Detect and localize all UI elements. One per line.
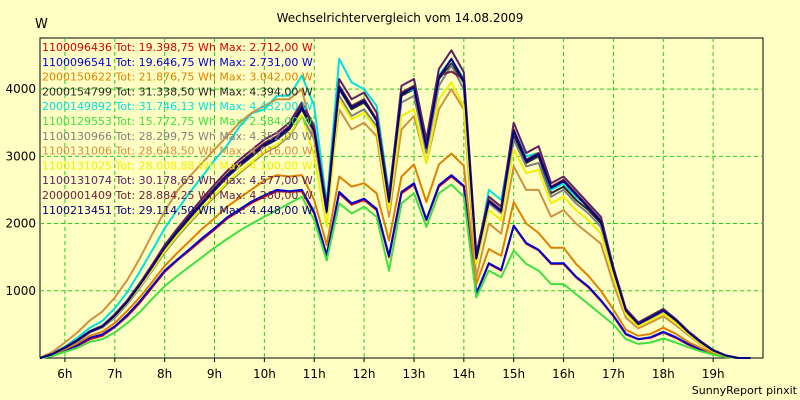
legend-entry: 1100131025 Tot: 28.008,88 Wh Max: 4.100,…: [42, 159, 313, 172]
legend-entry: 2000154799 Tot: 31.338,50 Wh Max: 4.394,…: [42, 85, 313, 98]
x-tick-label: 18h: [652, 367, 675, 381]
x-tick-label: 16h: [552, 367, 575, 381]
x-tick-label: 19h: [702, 367, 725, 381]
y-tick-label: 2000: [5, 217, 36, 231]
series-line-2: [39, 174, 751, 359]
series-line-12: [39, 58, 751, 359]
x-tick-label: 12h: [353, 367, 376, 381]
y-tick-label: 1000: [5, 284, 36, 298]
x-tick-label: 14h: [452, 367, 475, 381]
x-tick-label: 15h: [502, 367, 525, 381]
legend-entry: 1100131006 Tot: 28.648,50 Wh Max: 4.016,…: [42, 145, 313, 158]
footer-credit: SunnyReport pinxit: [692, 384, 798, 397]
x-tick-label: 7h: [107, 367, 122, 381]
legend-entry: 1100131074 Tot: 30.178,63 Wh Max: 4.577,…: [42, 174, 313, 187]
legend-entry: 1100130966 Tot: 28.299,75 Wh Max: 4.352,…: [42, 130, 313, 143]
legend-entry: 2000149892 Tot: 31.746,13 Wh Max: 4.432,…: [42, 100, 313, 113]
legend-entry: 2000001409 Tot: 28.884,25 Wh Max: 4.260,…: [42, 189, 313, 202]
series-layer: [39, 49, 751, 359]
series-line-6: [39, 183, 751, 359]
series-line-3: [39, 152, 751, 359]
x-tick-label: 10h: [253, 367, 276, 381]
legend-entry: 2000150622 Tot: 21.876,75 Wh Max: 3.042,…: [42, 71, 313, 84]
axis-labels: 1000 2000 3000 4000 6h 7h 8h 9h 10h 11h 12h 13h 14h 1…: [5, 82, 724, 381]
x-tick-label: 8h: [157, 367, 172, 381]
x-tick-label: 11h: [303, 367, 326, 381]
legend-entry: 1100129553 Tot: 15.772,75 Wh Max: 2.584,…: [42, 115, 313, 128]
series-line-8: [39, 88, 751, 359]
legend-entry: 1100213451 Tot: 29.114,50 Wh Max: 4.448,…: [42, 204, 313, 217]
x-tick-label: 17h: [602, 367, 625, 381]
x-tick-label: 13h: [403, 367, 426, 381]
legend: 1100096436 Tot: 19.398,75 Wh Max: 2.712,…: [42, 41, 313, 217]
y-axis-unit: W: [35, 17, 48, 32]
legend-entry: 1100096436 Tot: 19.398,75 Wh Max: 2.712,…: [42, 41, 313, 54]
chart-title: Wechselrichtervergleich vom 14.08.2009: [277, 11, 524, 25]
x-tick-label: 6h: [57, 367, 72, 381]
y-tick-label: 4000: [5, 82, 36, 96]
series-line-9: [39, 81, 751, 359]
y-tick-label: 3000: [5, 149, 36, 163]
legend-entry: 1100096541 Tot: 19.646,75 Wh Max: 2.731,…: [42, 56, 313, 69]
x-tick-label: 9h: [207, 367, 222, 381]
